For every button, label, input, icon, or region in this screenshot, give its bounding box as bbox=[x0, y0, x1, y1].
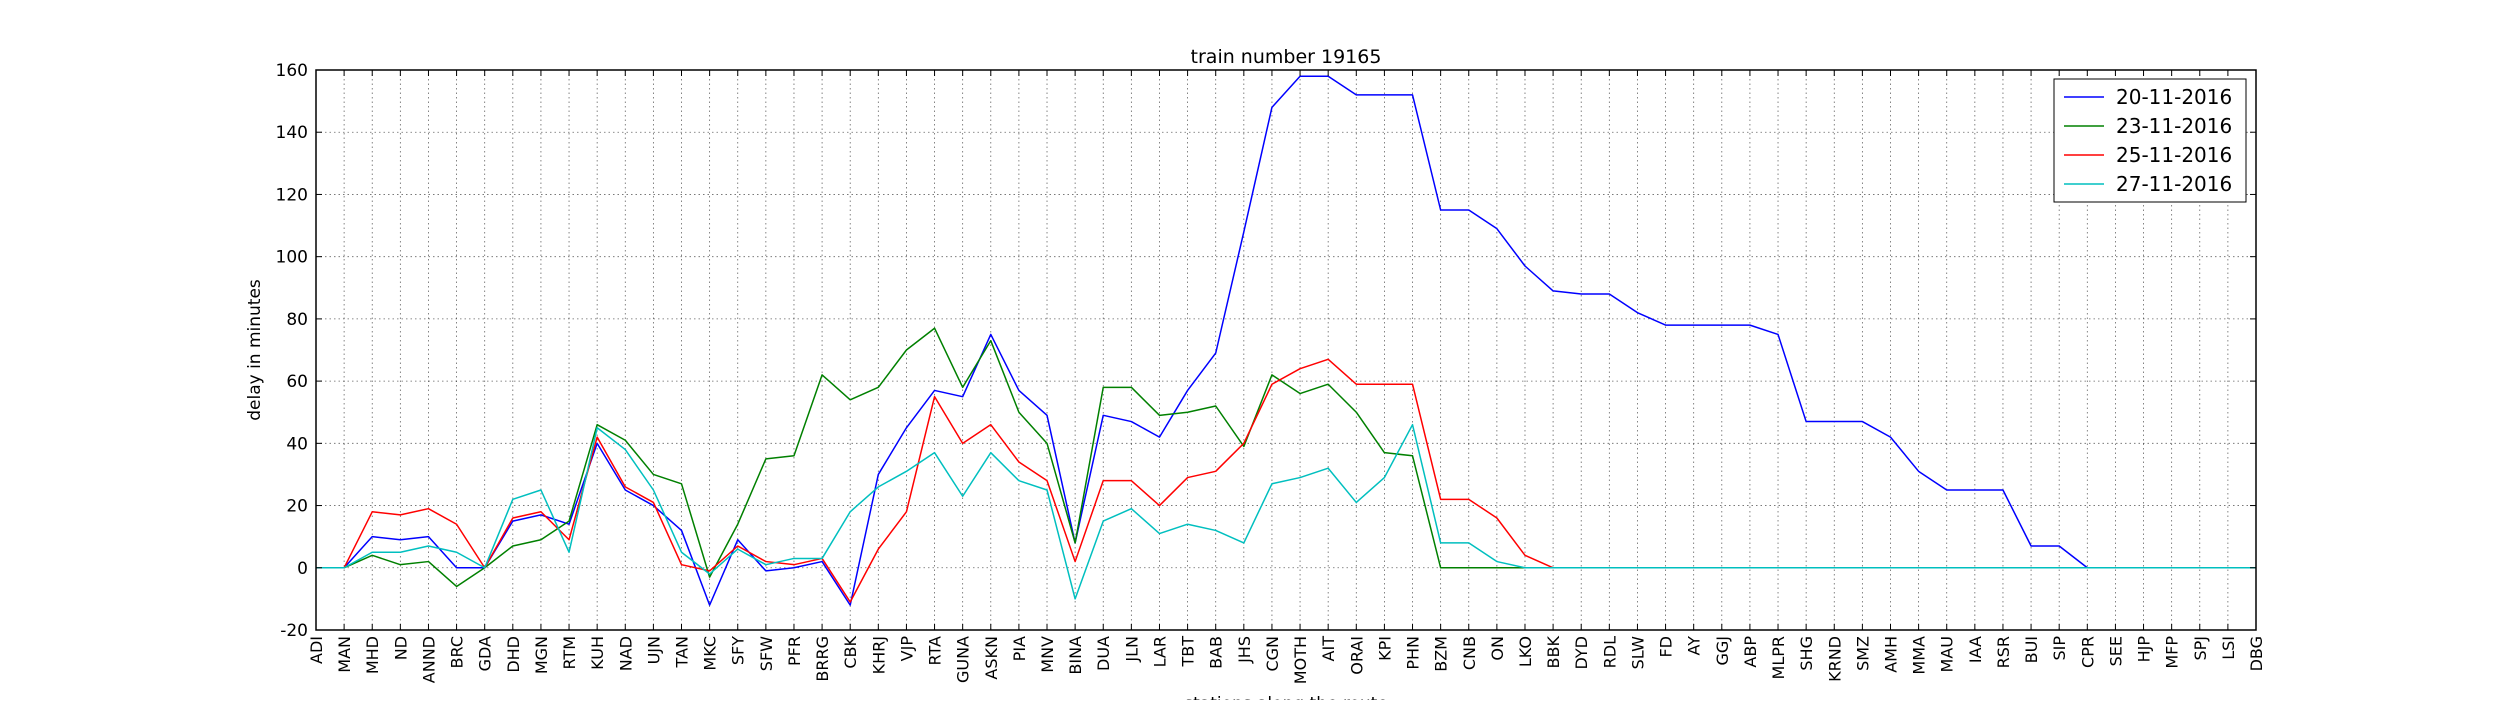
chart-title: train number 19165 bbox=[1191, 46, 1382, 68]
x-tick-label: BUI bbox=[2022, 636, 2041, 663]
y-tick-label: 140 bbox=[276, 123, 308, 143]
x-tick-label: LSI bbox=[2219, 636, 2238, 660]
y-tick-label: 80 bbox=[286, 310, 308, 330]
x-tick-label: CPR bbox=[2078, 636, 2097, 668]
x-tick-label: MMA bbox=[1910, 636, 1929, 675]
x-tick-label: GDA bbox=[476, 636, 495, 671]
x-tick-label: FD bbox=[1657, 636, 1676, 658]
y-tick-label: -20 bbox=[280, 621, 308, 641]
x-tick-label: SFY bbox=[729, 636, 748, 665]
x-tick-label: PIA bbox=[1010, 636, 1029, 661]
y-tick-label: 40 bbox=[286, 434, 308, 454]
x-tick-label: RTA bbox=[926, 636, 945, 665]
x-tick-label: MFP bbox=[2163, 636, 2182, 669]
x-tick-label: RSR bbox=[1994, 636, 2013, 668]
x-tick-label: MAN bbox=[335, 636, 354, 673]
x-tick-label: CGN bbox=[1263, 636, 1282, 672]
x-tick-label: IAA bbox=[1966, 636, 1985, 663]
x-axis-label: stations along the route bbox=[1184, 694, 1388, 700]
x-tick-label: RDL bbox=[1600, 636, 1619, 668]
legend-label: 27-11-2016 bbox=[2116, 172, 2232, 196]
x-tick-label: MOTH bbox=[1291, 636, 1310, 684]
x-tick-label: RTM bbox=[560, 636, 579, 670]
x-tick-label: VJP bbox=[897, 636, 916, 662]
x-tick-label: BBK bbox=[1544, 636, 1563, 669]
series-line-27-11-2016 bbox=[316, 423, 2256, 600]
x-tick-label: SMZ bbox=[1853, 636, 1872, 671]
x-tick-label: TAN bbox=[673, 636, 692, 668]
legend-label: 25-11-2016 bbox=[2116, 143, 2232, 167]
x-tick-label: BZM bbox=[1432, 636, 1451, 672]
x-tick-label: HJP bbox=[2135, 636, 2154, 663]
x-tick-label: DYD bbox=[1572, 636, 1591, 670]
x-tick-label: KRND bbox=[1825, 636, 1844, 682]
x-tick-label: BAB bbox=[1207, 636, 1226, 669]
legend: 20-11-2016 23-11-2016 25-11-2016 27-11-2016 bbox=[2053, 78, 2247, 203]
x-tick-label: MGN bbox=[532, 636, 551, 674]
x-tick-label: JHS bbox=[1235, 636, 1254, 664]
x-tick-label: MKC bbox=[701, 636, 720, 671]
x-tick-label: PHN bbox=[1404, 636, 1423, 670]
x-tick-label: AMH bbox=[1881, 636, 1900, 673]
x-tick-label: SFW bbox=[757, 636, 776, 671]
x-tick-label: DBG bbox=[2247, 636, 2266, 671]
x-tick-label: ABP bbox=[1741, 636, 1760, 668]
y-tick-label: 160 bbox=[276, 61, 308, 81]
legend-label: 20-11-2016 bbox=[2116, 85, 2232, 109]
x-tick-label: KHRJ bbox=[869, 636, 888, 674]
y-tick-label: 60 bbox=[286, 372, 308, 392]
x-tick-label: GGJ bbox=[1713, 636, 1732, 666]
x-tick-label: SHG bbox=[1797, 636, 1816, 671]
x-tick-label: ON bbox=[1488, 636, 1507, 661]
legend-label: 23-11-2016 bbox=[2116, 114, 2232, 138]
x-tick-label: MHD bbox=[363, 636, 382, 674]
y-tick-label: 120 bbox=[276, 185, 308, 205]
x-tick-label: JLN bbox=[1122, 636, 1141, 663]
x-tick-label: ND bbox=[391, 636, 410, 660]
x-tick-label: DUA bbox=[1094, 636, 1113, 671]
x-tick-label: LAR bbox=[1150, 636, 1169, 667]
series-line-20-11-2016 bbox=[316, 75, 2256, 606]
x-tick-label: CBK bbox=[841, 635, 860, 668]
x-tick-label: BRRG bbox=[813, 636, 832, 682]
x-tick-label: TBT bbox=[1179, 636, 1198, 668]
x-tick-label: BINA bbox=[1066, 636, 1085, 675]
y-tick-label: 20 bbox=[286, 497, 308, 517]
y-tick-label: 0 bbox=[297, 559, 308, 579]
x-tick-label: MAU bbox=[1938, 636, 1957, 672]
x-tick-label: SIP bbox=[2050, 636, 2069, 661]
plot-frame bbox=[315, 69, 2257, 631]
x-tick-label: MLPR bbox=[1769, 636, 1788, 679]
x-tick-label: CNB bbox=[1460, 636, 1479, 670]
x-tick-label: GUNA bbox=[954, 636, 973, 683]
x-tick-label: LKO bbox=[1516, 636, 1535, 667]
x-tick-label: ORAI bbox=[1347, 636, 1366, 675]
x-tick-label: MNV bbox=[1038, 636, 1057, 673]
x-tick-label: KUH bbox=[588, 636, 607, 670]
x-tick-label: SPJ bbox=[2191, 636, 2210, 661]
x-tick-label: SLW bbox=[1628, 636, 1647, 670]
y-tick-label: 100 bbox=[276, 248, 308, 268]
x-tick-label: SEE bbox=[2106, 636, 2125, 666]
x-tick-label: ANND bbox=[419, 636, 438, 683]
x-tick-label: ASKN bbox=[982, 636, 1001, 680]
x-tick-label: DHD bbox=[504, 636, 523, 673]
y-axis-label: delay in minutes bbox=[245, 279, 265, 421]
x-tick-label: PFR bbox=[785, 636, 804, 666]
x-tick-label: ADI bbox=[307, 636, 326, 664]
x-tick-label: BRC bbox=[448, 636, 467, 668]
x-tick-label: KPI bbox=[1375, 636, 1394, 661]
x-tick-label: AIT bbox=[1319, 636, 1338, 662]
x-tick-label: AY bbox=[1685, 636, 1704, 656]
x-tick-label: UJN bbox=[644, 636, 663, 664]
x-tick-label: NAD bbox=[616, 636, 635, 671]
